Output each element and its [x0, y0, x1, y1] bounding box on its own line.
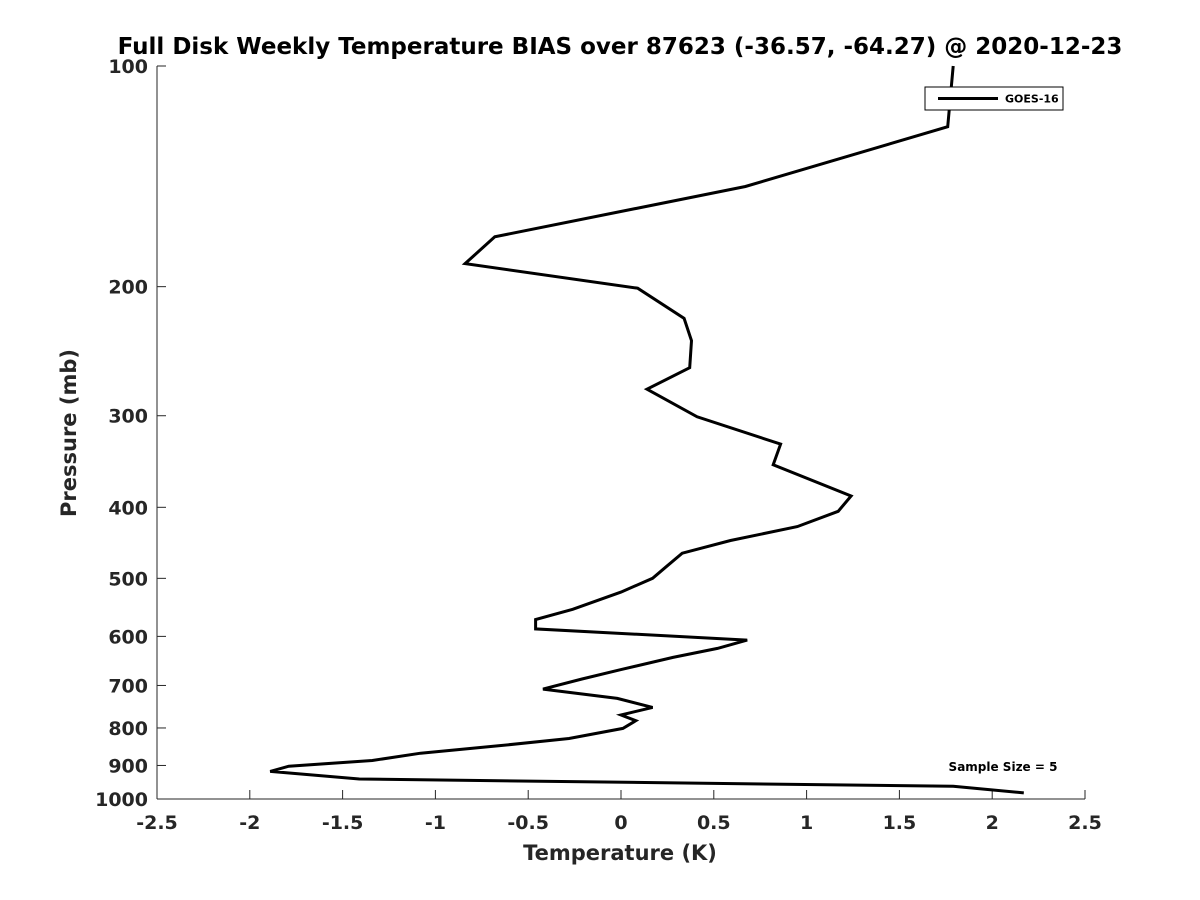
y-tick-label: 1000 — [95, 789, 148, 811]
y-tick-label: 400 — [108, 497, 148, 519]
x-tick-label: -1.5 — [322, 812, 364, 834]
y-tick-label: 600 — [108, 626, 148, 648]
x-tick-label: 1.5 — [883, 812, 917, 834]
y-axis-label: Pressure (mb) — [57, 349, 81, 517]
chart-title: Full Disk Weekly Temperature BIAS over 8… — [118, 34, 1123, 60]
x-tick-label: 0.5 — [697, 812, 731, 834]
y-tick-label: 300 — [108, 406, 148, 428]
x-tick-label: 1 — [800, 812, 813, 834]
legend-label: GOES-16 — [1005, 93, 1059, 106]
y-tick-label: 700 — [108, 675, 148, 697]
y-tick-label: 900 — [108, 755, 148, 777]
x-axis-label: Temperature (K) — [523, 841, 717, 865]
y-tick-label: 800 — [108, 718, 148, 740]
y-tick-label: 100 — [108, 56, 148, 78]
x-tick-label: 2.5 — [1068, 812, 1102, 834]
series-line-goes-16 — [269, 65, 1024, 795]
axes: -2.5 -2 -1.5 -1 -0.5 0 0.5 1 1.5 2 2.5 100 200 300 400… — [95, 56, 1102, 834]
legend: GOES-16 — [924, 86, 1064, 111]
x-tick-label: -2 — [239, 812, 260, 834]
y-tick-label: 200 — [108, 277, 148, 299]
x-tick-label: 0 — [614, 812, 627, 834]
x-tick-label: -2.5 — [136, 812, 178, 834]
sample-size-annotation: Sample Size = 5 — [949, 760, 1058, 774]
x-tick-label: -1 — [425, 812, 446, 834]
x-tick-label: -0.5 — [507, 812, 549, 834]
y-tick-label: 500 — [108, 568, 148, 590]
x-tick-label: 2 — [986, 812, 999, 834]
series-layer — [269, 65, 1024, 795]
